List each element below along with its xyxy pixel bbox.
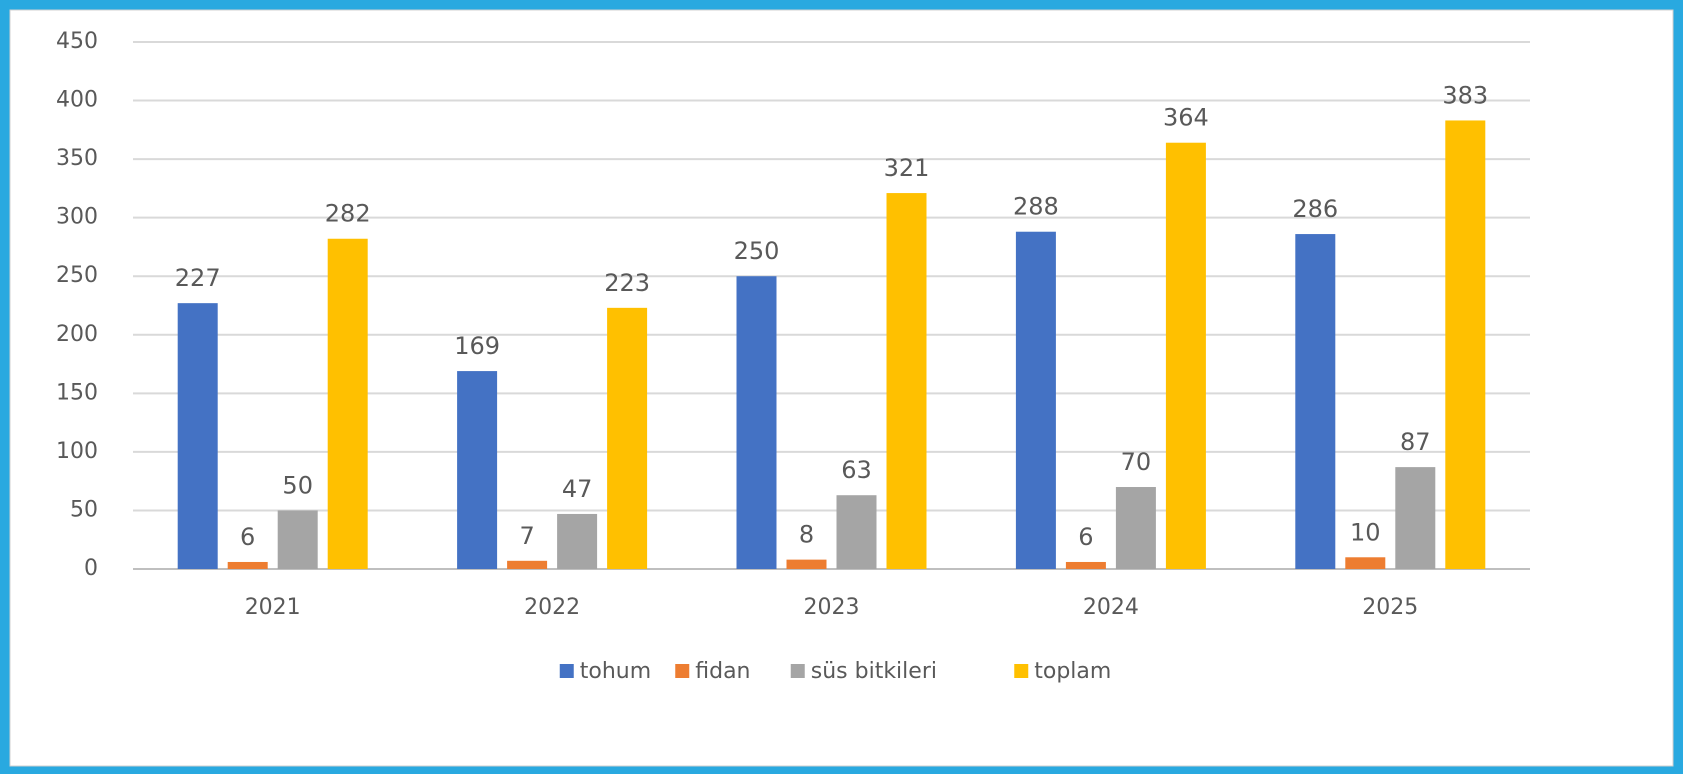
value-label: 50 <box>282 471 313 499</box>
legend-swatch <box>1014 664 1029 678</box>
bar <box>1165 142 1206 569</box>
value-label: 383 <box>1442 81 1488 109</box>
x-tick-label: 2025 <box>1362 595 1418 620</box>
legend-label: fidan <box>695 659 750 684</box>
value-label: 364 <box>1163 104 1209 132</box>
value-label: 10 <box>1350 518 1381 546</box>
value-label: 8 <box>799 521 814 549</box>
y-tick-label: 350 <box>56 146 98 171</box>
bar <box>1445 120 1486 569</box>
value-label: 223 <box>604 269 650 297</box>
x-tick-label: 2022 <box>524 595 580 620</box>
bar <box>1065 561 1106 569</box>
value-label: 87 <box>1400 428 1431 456</box>
bar <box>457 371 498 569</box>
value-label: 6 <box>1078 523 1093 551</box>
bar <box>227 561 268 569</box>
y-tick-label: 200 <box>56 322 98 347</box>
value-label: 63 <box>841 456 872 484</box>
bar <box>327 238 368 569</box>
value-label: 288 <box>1013 193 1059 221</box>
bar <box>1015 231 1056 569</box>
x-tick-label: 2023 <box>804 595 860 620</box>
bar <box>177 303 218 569</box>
bar <box>1345 557 1386 569</box>
y-tick-label: 50 <box>70 497 98 522</box>
value-label: 7 <box>519 522 534 550</box>
value-label: 321 <box>884 154 930 182</box>
value-label: 227 <box>175 264 221 292</box>
value-label: 70 <box>1121 448 1152 476</box>
bar <box>836 495 877 569</box>
bar <box>886 193 927 569</box>
legend-label: süs bitkileri <box>811 659 937 684</box>
value-label: 250 <box>734 237 780 265</box>
bar <box>736 276 777 569</box>
value-label: 282 <box>325 200 371 228</box>
y-tick-label: 250 <box>56 263 98 288</box>
legend-swatch <box>790 664 805 678</box>
bar <box>607 307 648 569</box>
y-tick-label: 150 <box>56 380 98 405</box>
bar <box>1295 234 1336 569</box>
x-tick-label: 2024 <box>1083 595 1139 620</box>
y-tick-label: 0 <box>84 556 98 581</box>
legend-swatch <box>559 664 574 678</box>
bar <box>507 560 548 569</box>
y-tick-label: 300 <box>56 205 98 230</box>
y-tick-label: 100 <box>56 439 98 464</box>
bar <box>1115 487 1156 569</box>
legend-label: tohum <box>580 659 651 684</box>
bar <box>557 513 598 569</box>
value-label: 47 <box>562 475 593 503</box>
chart-area <box>9 9 1674 767</box>
x-tick-label: 2021 <box>245 595 301 620</box>
value-label: 286 <box>1292 195 1338 223</box>
legend-label: toplam <box>1034 659 1111 684</box>
bar <box>1395 467 1436 569</box>
value-label: 6 <box>240 523 255 551</box>
legend-swatch <box>675 664 690 678</box>
value-label: 169 <box>454 332 500 360</box>
bar <box>786 559 827 569</box>
y-tick-label: 400 <box>56 88 98 113</box>
y-tick-label: 450 <box>56 29 98 54</box>
bar <box>277 510 318 569</box>
